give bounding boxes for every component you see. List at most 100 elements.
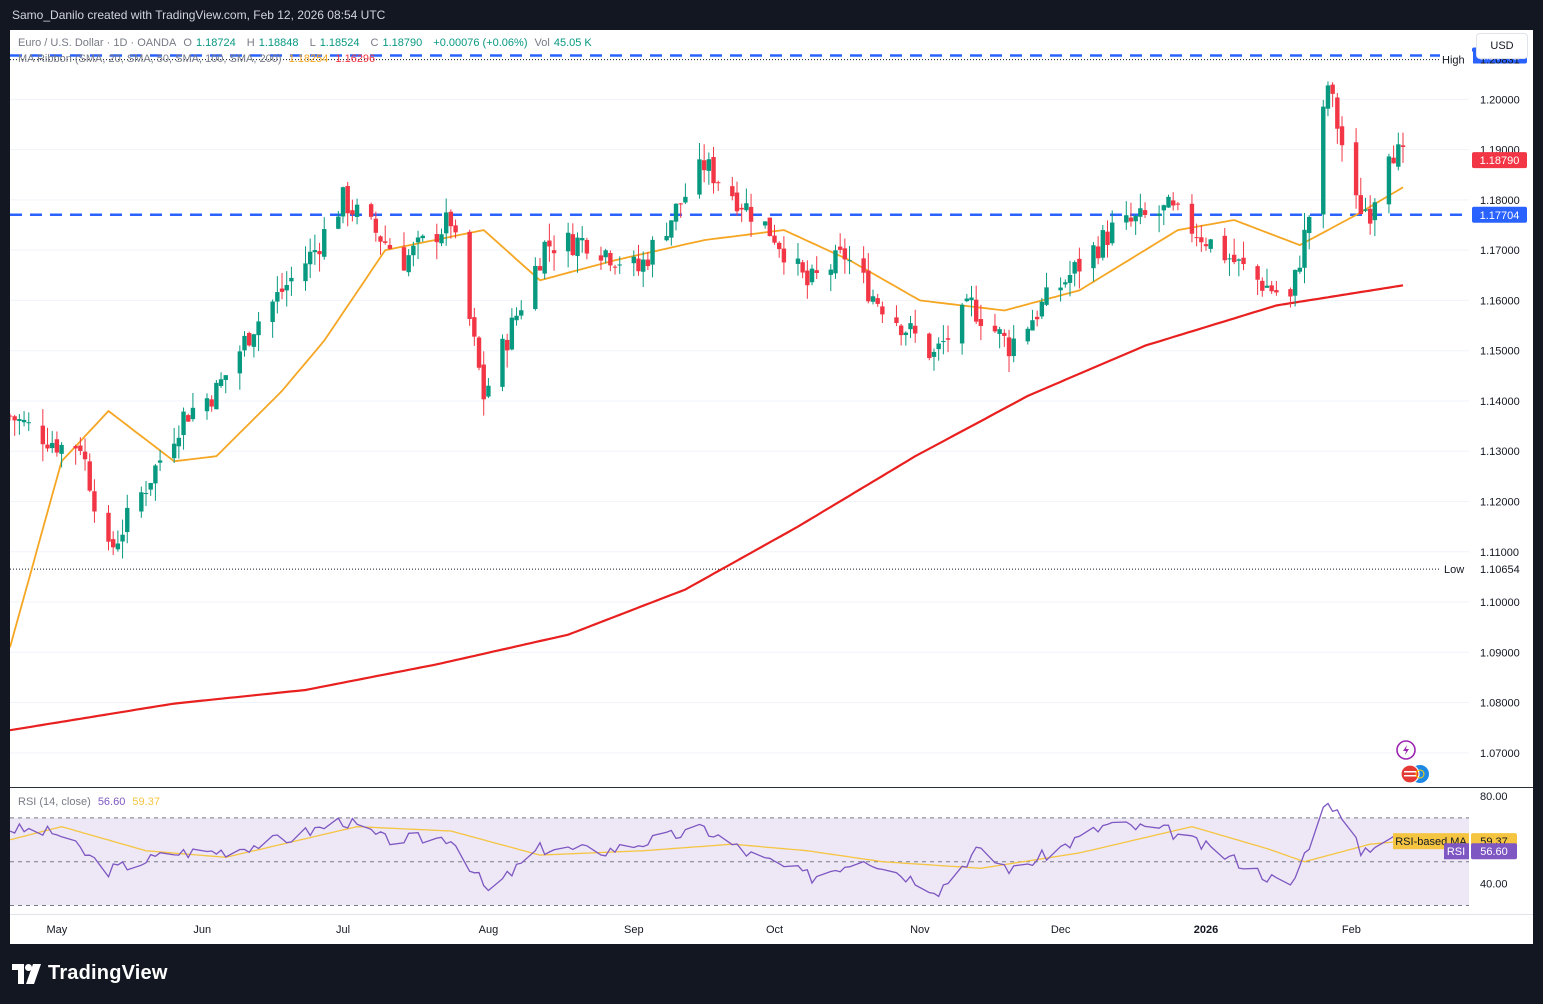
candle-body[interactable] xyxy=(814,270,819,273)
candle-body[interactable] xyxy=(565,232,571,252)
tradingview-logo[interactable]: TradingView xyxy=(12,962,168,985)
candle-body[interactable] xyxy=(1306,216,1312,234)
candle-body[interactable] xyxy=(533,265,538,310)
candle-body[interactable] xyxy=(1175,203,1181,205)
candle-body[interactable] xyxy=(1161,205,1166,211)
candle-body[interactable] xyxy=(110,539,116,548)
candle-body[interactable] xyxy=(767,217,773,237)
candle-body[interactable] xyxy=(373,218,379,233)
candle-body[interactable] xyxy=(542,241,547,274)
candle-body[interactable] xyxy=(336,216,341,229)
candle-body[interactable] xyxy=(481,364,486,400)
candle-body[interactable] xyxy=(209,399,214,407)
candle-body[interactable] xyxy=(1189,203,1195,234)
candle-body[interactable] xyxy=(636,258,641,272)
flags-icon[interactable] xyxy=(1400,764,1429,784)
candle-body[interactable] xyxy=(406,255,411,273)
candle-body[interactable] xyxy=(1269,285,1274,292)
candle-body[interactable] xyxy=(1110,222,1115,244)
candle-body[interactable] xyxy=(125,507,130,532)
candle-body[interactable] xyxy=(1002,332,1007,336)
candle-body[interactable] xyxy=(1039,301,1045,317)
candle-body[interactable] xyxy=(894,317,899,324)
candle-body[interactable] xyxy=(762,221,768,226)
candle-body[interactable] xyxy=(645,259,651,267)
candle-body[interactable] xyxy=(322,229,327,257)
candle-body[interactable] xyxy=(1231,254,1237,263)
candle-body[interactable] xyxy=(608,252,613,266)
candle-body[interactable] xyxy=(251,334,257,347)
candle-body[interactable] xyxy=(519,310,524,316)
candle-body[interactable] xyxy=(1241,257,1246,265)
candle-body[interactable] xyxy=(1067,275,1073,283)
candle-body[interactable] xyxy=(218,379,224,386)
candle-body[interactable] xyxy=(434,234,440,243)
candle-body[interactable] xyxy=(1222,235,1227,261)
candle-body[interactable] xyxy=(317,251,322,255)
candle-body[interactable] xyxy=(237,351,243,374)
candle-body[interactable] xyxy=(176,437,182,447)
candle-body[interactable] xyxy=(476,337,482,368)
candle-body[interactable] xyxy=(800,262,805,273)
candle-body[interactable] xyxy=(1011,338,1016,357)
candle-body[interactable] xyxy=(368,204,374,217)
candle-body[interactable] xyxy=(570,234,576,256)
candle-body[interactable] xyxy=(730,186,735,197)
candle-body[interactable] xyxy=(467,231,472,319)
candle-body[interactable] xyxy=(82,451,88,460)
candle-body[interactable] xyxy=(1044,287,1049,305)
candle-body[interactable] xyxy=(612,266,618,268)
candle-body[interactable] xyxy=(1025,328,1030,342)
candle-body[interactable] xyxy=(631,256,637,264)
candle-body[interactable] xyxy=(931,351,937,357)
candle-body[interactable] xyxy=(1367,208,1373,224)
candle-body[interactable] xyxy=(795,258,801,264)
candle-body[interactable] xyxy=(12,416,17,421)
rsi-line[interactable] xyxy=(10,802,1404,898)
symbol-label[interactable]: Euro / U.S. Dollar · 1D · OANDA xyxy=(18,37,177,49)
sma20-line[interactable] xyxy=(10,186,1404,648)
candle-body[interactable] xyxy=(969,297,974,301)
candle-body[interactable] xyxy=(1166,196,1171,208)
candle-body[interactable] xyxy=(1335,97,1340,129)
candle-body[interactable] xyxy=(420,235,425,239)
candle-body[interactable] xyxy=(171,443,177,459)
sma200-line[interactable] xyxy=(10,284,1404,732)
candle-body[interactable] xyxy=(936,343,941,350)
candle-body[interactable] xyxy=(908,323,913,330)
candle-body[interactable] xyxy=(941,341,946,343)
candle-body[interactable] xyxy=(153,465,158,484)
candle-body[interactable] xyxy=(1194,237,1199,239)
candle-body[interactable] xyxy=(439,234,444,244)
candle-body[interactable] xyxy=(927,333,932,359)
candle-body[interactable] xyxy=(1353,142,1359,196)
candle-body[interactable] xyxy=(504,339,510,351)
candle-body[interactable] xyxy=(115,543,121,550)
candle-body[interactable] xyxy=(1264,285,1270,288)
candle-body[interactable] xyxy=(978,319,984,327)
candle-body[interactable] xyxy=(443,212,449,234)
candle-body[interactable] xyxy=(842,248,848,260)
candle-body[interactable] xyxy=(340,187,346,217)
candle-body[interactable] xyxy=(143,493,149,495)
candle-body[interactable] xyxy=(1077,258,1082,272)
candle-body[interactable] xyxy=(1386,156,1392,205)
candle-body[interactable] xyxy=(87,461,92,491)
candle-body[interactable] xyxy=(1203,244,1209,247)
candle-body[interactable] xyxy=(10,415,13,417)
candle-body[interactable] xyxy=(1006,337,1012,357)
candle-body[interactable] xyxy=(350,210,355,215)
candle-body[interactable] xyxy=(50,442,55,449)
candle-body[interactable] xyxy=(1124,215,1129,223)
candle-body[interactable] xyxy=(866,270,871,302)
candle-body[interactable] xyxy=(514,315,519,321)
candle-body[interactable] xyxy=(472,317,477,337)
candle-body[interactable] xyxy=(1138,208,1143,217)
candle-body[interactable] xyxy=(247,333,252,346)
candle-body[interactable] xyxy=(1133,216,1138,222)
candle-body[interactable] xyxy=(673,203,679,222)
candle-body[interactable] xyxy=(148,482,153,490)
candle-body[interactable] xyxy=(387,244,393,249)
candle-body[interactable] xyxy=(1072,262,1077,274)
candle-body[interactable] xyxy=(748,206,754,222)
